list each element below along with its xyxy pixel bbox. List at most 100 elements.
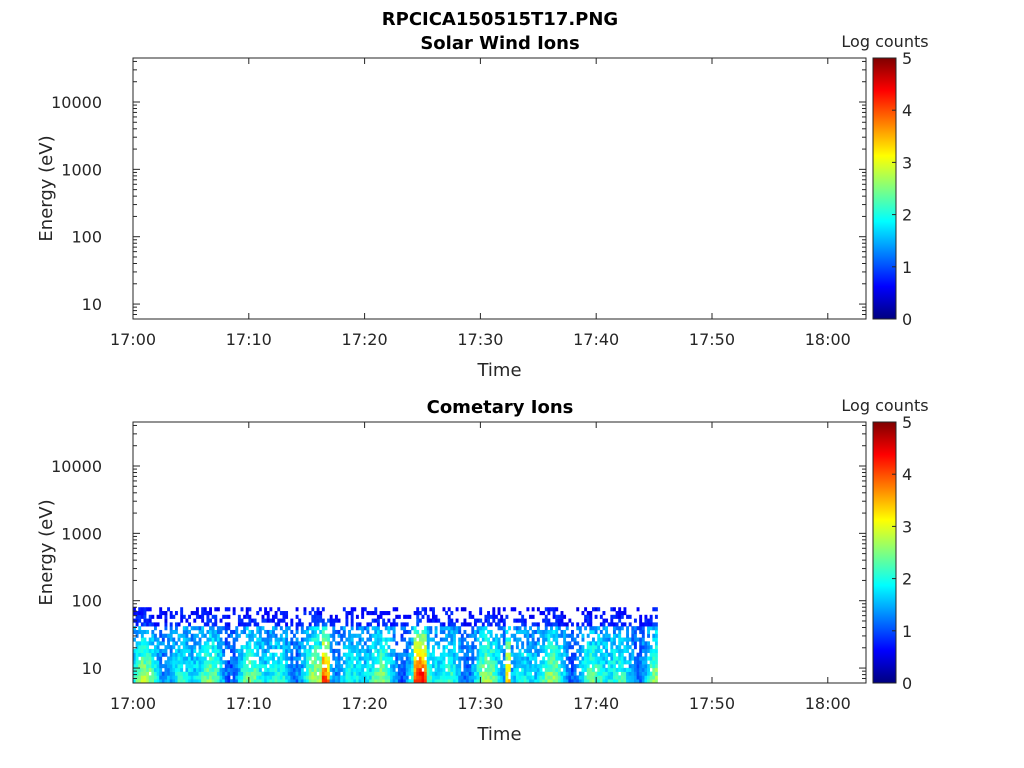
heatmap-cell [413, 645, 417, 650]
heatmap-cell [366, 637, 370, 642]
heatmap-cell [303, 611, 307, 616]
heatmap-cell [235, 664, 239, 669]
heatmap-cell [644, 664, 648, 669]
heatmap-cell [342, 671, 346, 676]
heatmap-cell [198, 626, 202, 631]
heatmap-cell [521, 645, 525, 650]
heatmap-cell [153, 645, 157, 650]
heatmap-cell [529, 648, 532, 653]
heatmap-cell [429, 679, 433, 684]
x-tick-label: 17:10 [226, 330, 272, 349]
heatmap-cell [185, 679, 189, 684]
heatmap-cell [612, 648, 616, 653]
heatmap-cell [379, 652, 383, 657]
heatmap-cell [411, 664, 414, 669]
heatmap-cell [169, 667, 173, 672]
heatmap-cell [534, 652, 538, 657]
heatmap-cell [193, 667, 197, 672]
heatmap-cell [405, 629, 409, 635]
heatmap-cell [245, 641, 249, 646]
heatmap-cell [324, 671, 328, 676]
heatmap-cell [285, 671, 289, 676]
heatmap-cell [497, 626, 501, 631]
heatmap-cell [411, 652, 414, 657]
heatmap-cell [219, 648, 223, 653]
heatmap-cell [649, 664, 653, 669]
heatmap-cell [505, 664, 509, 669]
heatmap-cell [303, 637, 307, 642]
heatmap-cell [584, 660, 588, 665]
heatmap-cell [353, 656, 357, 661]
heatmap-cell [164, 611, 168, 616]
heatmap-cell [536, 648, 540, 653]
heatmap-cell [209, 652, 212, 657]
heatmap-cell [355, 645, 359, 650]
heatmap-cell [185, 629, 189, 635]
heatmap-cell [605, 618, 609, 623]
heatmap-cell [489, 614, 493, 619]
heatmap-cell [311, 671, 315, 676]
heatmap-cell [508, 626, 511, 631]
heatmap-cell [463, 656, 467, 661]
heatmap-cell [639, 671, 643, 676]
heatmap-cell [529, 633, 532, 638]
heatmap-cell [146, 648, 150, 653]
heatmap-cell [397, 614, 401, 619]
heatmap-cell [534, 664, 538, 669]
heatmap-cell [463, 652, 467, 657]
heatmap-cell [277, 607, 281, 612]
heatmap-cell [597, 656, 601, 661]
heatmap-cell [353, 671, 357, 676]
heatmap-cell [471, 660, 475, 665]
heatmap-cell [502, 675, 506, 680]
heatmap-cell [219, 629, 223, 635]
heatmap-cell [605, 641, 609, 646]
heatmap-cell [274, 622, 278, 627]
heatmap-cell [550, 656, 553, 661]
heatmap-cell [182, 633, 186, 638]
heatmap-cell [450, 622, 454, 627]
heatmap-cell [185, 626, 189, 631]
heatmap-cell [211, 648, 215, 653]
heatmap-cell [497, 660, 501, 665]
heatmap-cell [641, 622, 645, 627]
heatmap-cell [455, 629, 459, 635]
colorbar-tick-label: 4 [902, 101, 912, 120]
heatmap-cell [219, 679, 223, 684]
heatmap-cell [227, 667, 231, 672]
heatmap-cell [591, 671, 595, 676]
heatmap-cell [235, 671, 239, 676]
heatmap-cell [285, 622, 289, 627]
heatmap-cell [476, 664, 480, 669]
heatmap-cell [620, 614, 624, 619]
heatmap-cell [277, 645, 281, 650]
heatmap-cell [216, 607, 220, 612]
heatmap-cell [350, 648, 354, 653]
heatmap-cell [366, 648, 370, 653]
heatmap-cell [403, 648, 407, 653]
heatmap-cell [285, 679, 289, 684]
heatmap-cell [177, 656, 181, 661]
heatmap-cell [397, 675, 401, 680]
heatmap-cell [455, 664, 459, 669]
heatmap-cell [306, 660, 310, 665]
heatmap-cell [395, 656, 399, 661]
heatmap-cell [468, 645, 472, 650]
heatmap-cell [487, 614, 490, 619]
heatmap-cell [387, 611, 391, 616]
heatmap-cell [358, 675, 362, 680]
heatmap-cell [366, 664, 370, 669]
heatmap-cell [353, 679, 357, 684]
heatmap-cell [563, 671, 567, 676]
heatmap-cell [565, 645, 569, 650]
heatmap-cell [497, 656, 501, 661]
heatmap-cell [615, 667, 619, 672]
heatmap-cell [455, 667, 459, 672]
heatmap-cell [397, 679, 401, 684]
heatmap-cell [243, 675, 247, 680]
heatmap-cell [623, 675, 627, 680]
heatmap-cell [153, 667, 157, 672]
heatmap-cell [337, 671, 341, 676]
heatmap-cell [151, 667, 155, 672]
heatmap-cell [571, 660, 574, 665]
